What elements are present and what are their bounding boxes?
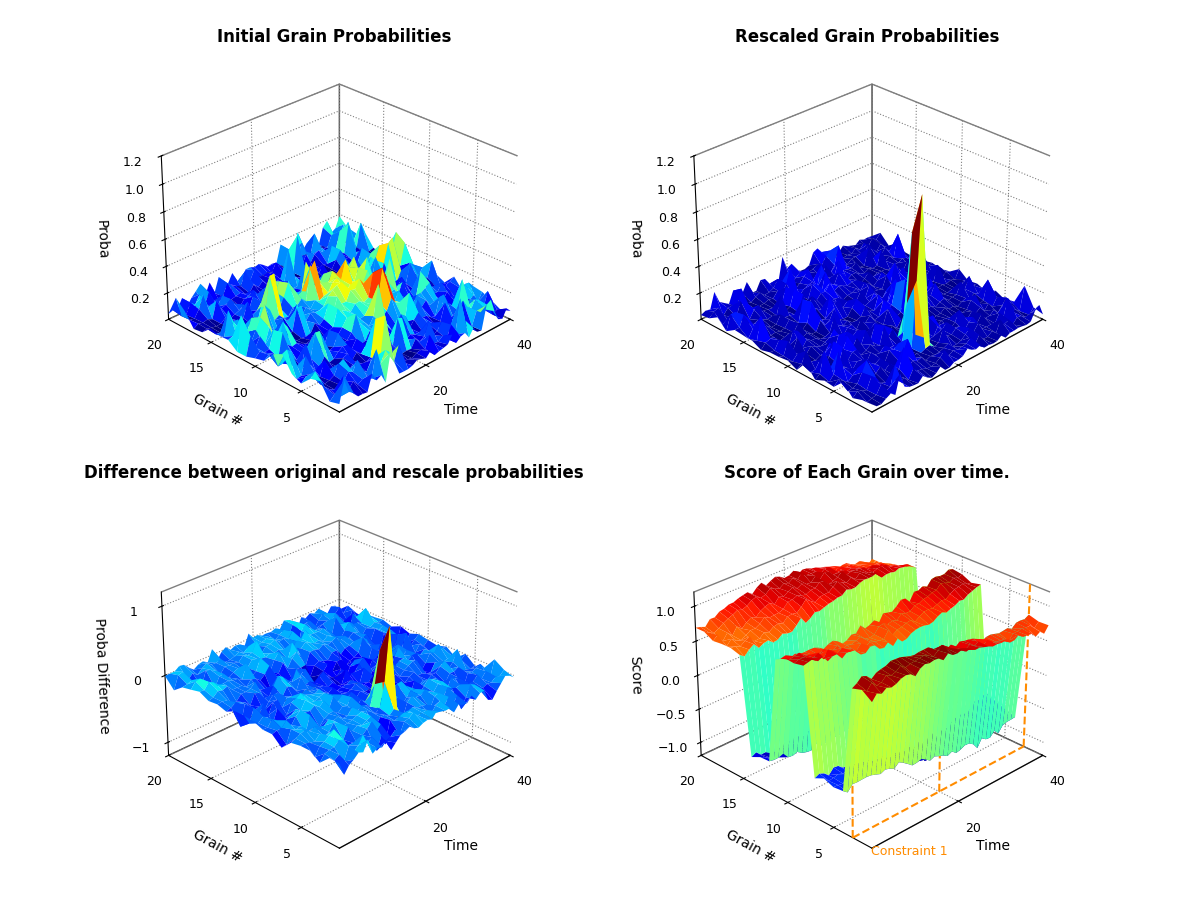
Title: Score of Each Grain over time.: Score of Each Grain over time. bbox=[724, 464, 1010, 482]
Y-axis label: Grain #: Grain # bbox=[723, 827, 777, 865]
X-axis label: Time: Time bbox=[976, 839, 1010, 853]
X-axis label: Time: Time bbox=[444, 403, 478, 417]
X-axis label: Time: Time bbox=[976, 403, 1010, 417]
Y-axis label: Grain #: Grain # bbox=[723, 391, 777, 429]
Title: Initial Grain Probabilities: Initial Grain Probabilities bbox=[217, 28, 452, 46]
Y-axis label: Grain #: Grain # bbox=[191, 827, 245, 865]
Title: Rescaled Grain Probabilities: Rescaled Grain Probabilities bbox=[735, 28, 999, 46]
X-axis label: Time: Time bbox=[444, 839, 478, 853]
Title: Difference between original and rescale probabilities: Difference between original and rescale … bbox=[84, 464, 584, 482]
Y-axis label: Grain #: Grain # bbox=[191, 391, 245, 429]
